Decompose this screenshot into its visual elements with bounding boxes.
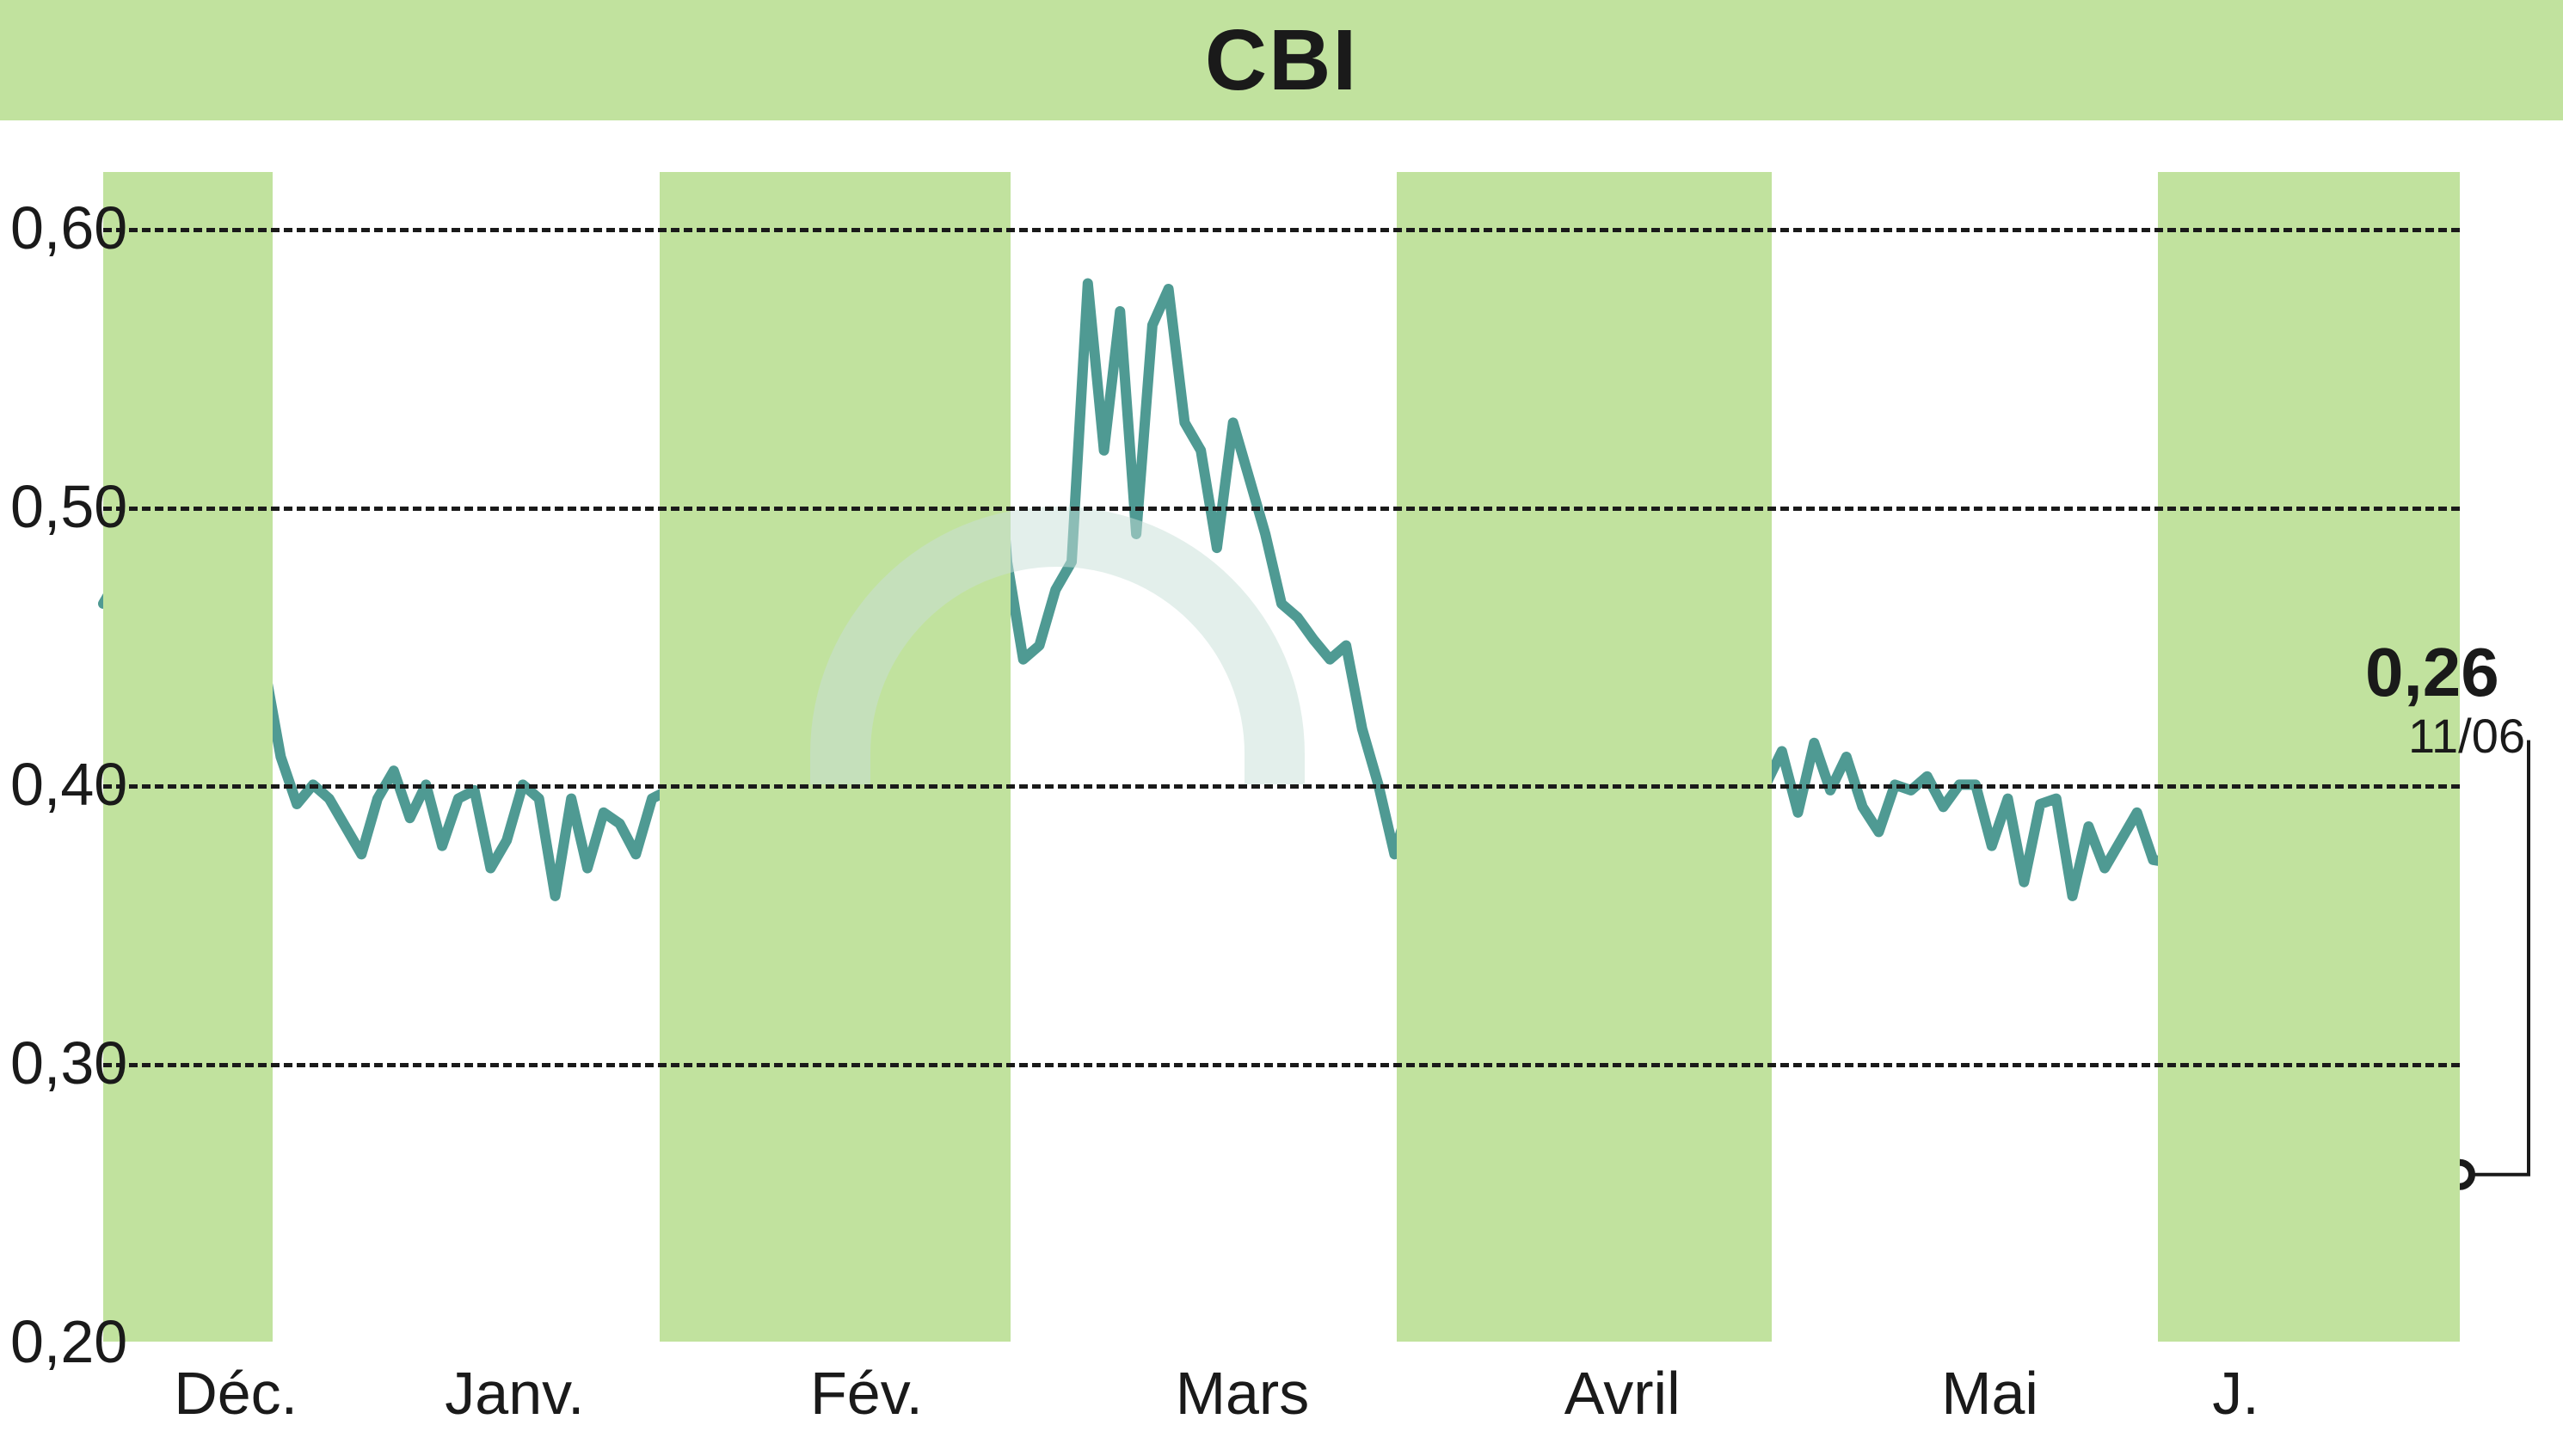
month-band <box>103 172 273 1342</box>
chart-wrapper: 0,20 0,30 0,40 0,50 0,60 Déc. Janv. Fév. Mars Avr… <box>0 0 2563 1456</box>
x-axis-label: Janv. <box>445 1359 584 1428</box>
x-axis-label: Mars <box>1176 1359 1310 1428</box>
end-value-label: 0,26 <box>2365 633 2499 712</box>
grid-line <box>103 228 2460 232</box>
end-date-label: 11/06 <box>2408 708 2525 764</box>
y-axis-label: 0,30 <box>10 1029 127 1097</box>
month-band <box>1397 172 1772 1342</box>
y-axis-label: 0,50 <box>10 472 127 541</box>
grid-line <box>103 784 2460 789</box>
x-axis-label: J. <box>2212 1359 2259 1428</box>
y-axis-label: 0,60 <box>10 194 127 262</box>
grid-line <box>103 507 2460 511</box>
x-axis-label: Déc. <box>174 1359 298 1428</box>
y-axis-label: 0,20 <box>10 1307 127 1376</box>
chart-container: CBI 0,200,300,400,500,60Déc.Janv.Fév.Mar… <box>0 0 2563 1456</box>
x-axis-label: Fév. <box>810 1359 923 1428</box>
plot-area: 0,200,300,400,500,60Déc.Janv.Fév.MarsAvr… <box>103 172 2460 1342</box>
end-leader-line <box>2472 740 2529 1175</box>
y-axis-label: 0,40 <box>10 750 127 819</box>
grid-line <box>103 1063 2460 1067</box>
x-axis-label: Mai <box>1941 1359 2038 1428</box>
x-axis-label: Avril <box>1564 1359 1681 1428</box>
